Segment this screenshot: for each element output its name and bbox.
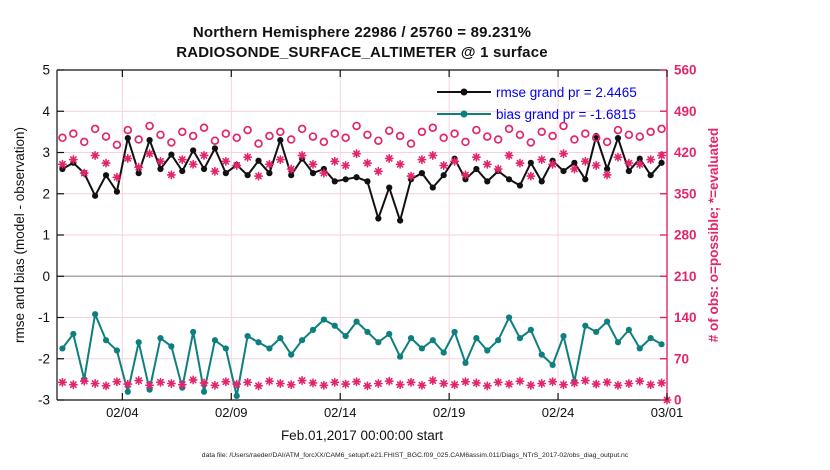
x-axis-label: Feb.01,2017 00:00:00 start [280, 428, 444, 443]
rmse-line-sample-icon [437, 88, 491, 96]
svg-text:560: 560 [674, 63, 697, 78]
bias-marker-icon [460, 110, 468, 118]
legend: rmse grand pr = 2.4465 bias grand pr = -… [437, 81, 637, 125]
svg-text:02/19: 02/19 [433, 405, 466, 420]
svg-text:1: 1 [42, 228, 50, 243]
svg-text:5: 5 [42, 63, 50, 78]
right-y-axis-label: # of obs: o=possible; *=evaluated [706, 127, 721, 343]
rmse-marker-icon [460, 88, 468, 96]
svg-text:420: 420 [674, 145, 697, 160]
svg-text:490: 490 [674, 104, 697, 119]
svg-text:0: 0 [42, 269, 50, 284]
svg-text:350: 350 [674, 186, 697, 201]
svg-text:-1: -1 [38, 310, 50, 325]
svg-text:0: 0 [674, 393, 682, 408]
svg-text:140: 140 [674, 310, 697, 325]
left-y-axis-label: rmse and bias (model - observation) [12, 126, 27, 344]
legend-label-rmse: rmse grand pr = 2.4465 [496, 84, 637, 100]
legend-label-bias: bias grand pr = -1.6815 [496, 106, 636, 122]
data-file-path: data file: /Users/raeder/DAI/ATM_forcXX/… [201, 452, 629, 459]
svg-text:02/24: 02/24 [542, 405, 575, 420]
svg-text:2: 2 [42, 186, 50, 201]
legend-row-rmse: rmse grand pr = 2.4465 [437, 81, 637, 103]
legend-row-bias: bias grand pr = -1.6815 [437, 103, 637, 125]
chart-title-line2: RADIOSONDE_SURFACE_ALTIMETER @ 1 surface [176, 44, 548, 61]
svg-text:280: 280 [674, 228, 697, 243]
svg-text:02/14: 02/14 [324, 405, 357, 420]
svg-text:4: 4 [42, 104, 50, 119]
svg-text:-2: -2 [38, 351, 50, 366]
svg-text:210: 210 [674, 269, 697, 284]
bias-line-sample-icon [437, 110, 491, 118]
svg-text:70: 70 [674, 351, 689, 366]
svg-text:-3: -3 [38, 393, 50, 408]
svg-text:03/01: 03/01 [651, 405, 684, 420]
svg-text:02/09: 02/09 [215, 405, 248, 420]
chart-title-line1: Northern Hemisphere 22986 / 25760 = 89.2… [192, 24, 532, 41]
svg-text:02/04: 02/04 [106, 405, 139, 420]
svg-text:3: 3 [42, 145, 50, 160]
